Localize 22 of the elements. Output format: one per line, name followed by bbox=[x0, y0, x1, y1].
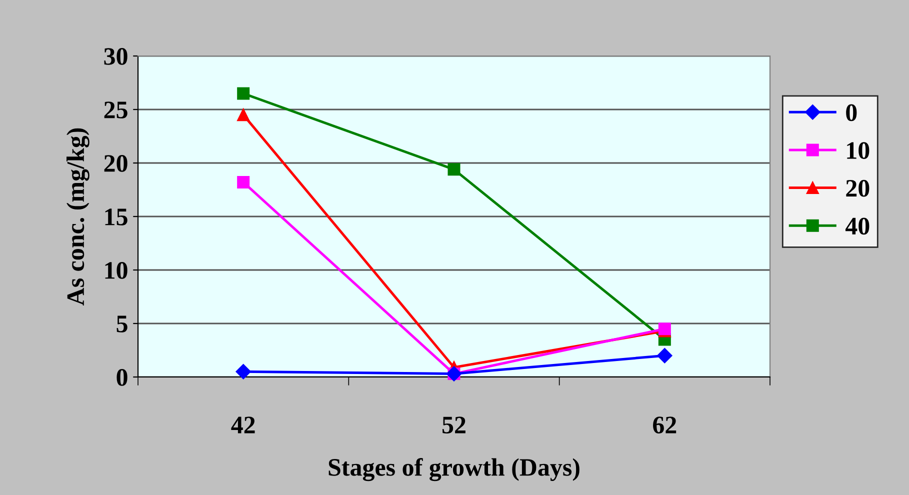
point bbox=[237, 108, 250, 122]
y-tick-label: 10 bbox=[105, 262, 128, 279]
point bbox=[236, 364, 251, 380]
x-tick-label: 62 bbox=[653, 416, 676, 434]
x-tick-label: 42 bbox=[231, 416, 255, 434]
y-tick-label: 25 bbox=[104, 102, 128, 118]
y-tick-label: 5 bbox=[116, 316, 128, 332]
legend-label: 40 bbox=[845, 218, 870, 235]
x-axis-title: Stages of growth (Days) bbox=[328, 458, 580, 482]
point bbox=[237, 176, 250, 189]
y-axis-title: As conc. (mg/kg) bbox=[66, 128, 90, 306]
legend-label: 20 bbox=[846, 180, 870, 197]
y-tick-label: 0 bbox=[116, 369, 128, 386]
legend-label: 0 bbox=[846, 104, 857, 122]
y-tick-label: 15 bbox=[105, 208, 128, 226]
y-tick-label: 20 bbox=[104, 155, 128, 172]
point bbox=[657, 348, 672, 364]
point bbox=[237, 87, 250, 100]
legend-label: 10 bbox=[847, 142, 870, 159]
y-tick-label: 30 bbox=[104, 48, 128, 65]
point bbox=[448, 163, 460, 176]
x-tick-label: 52 bbox=[442, 416, 466, 434]
